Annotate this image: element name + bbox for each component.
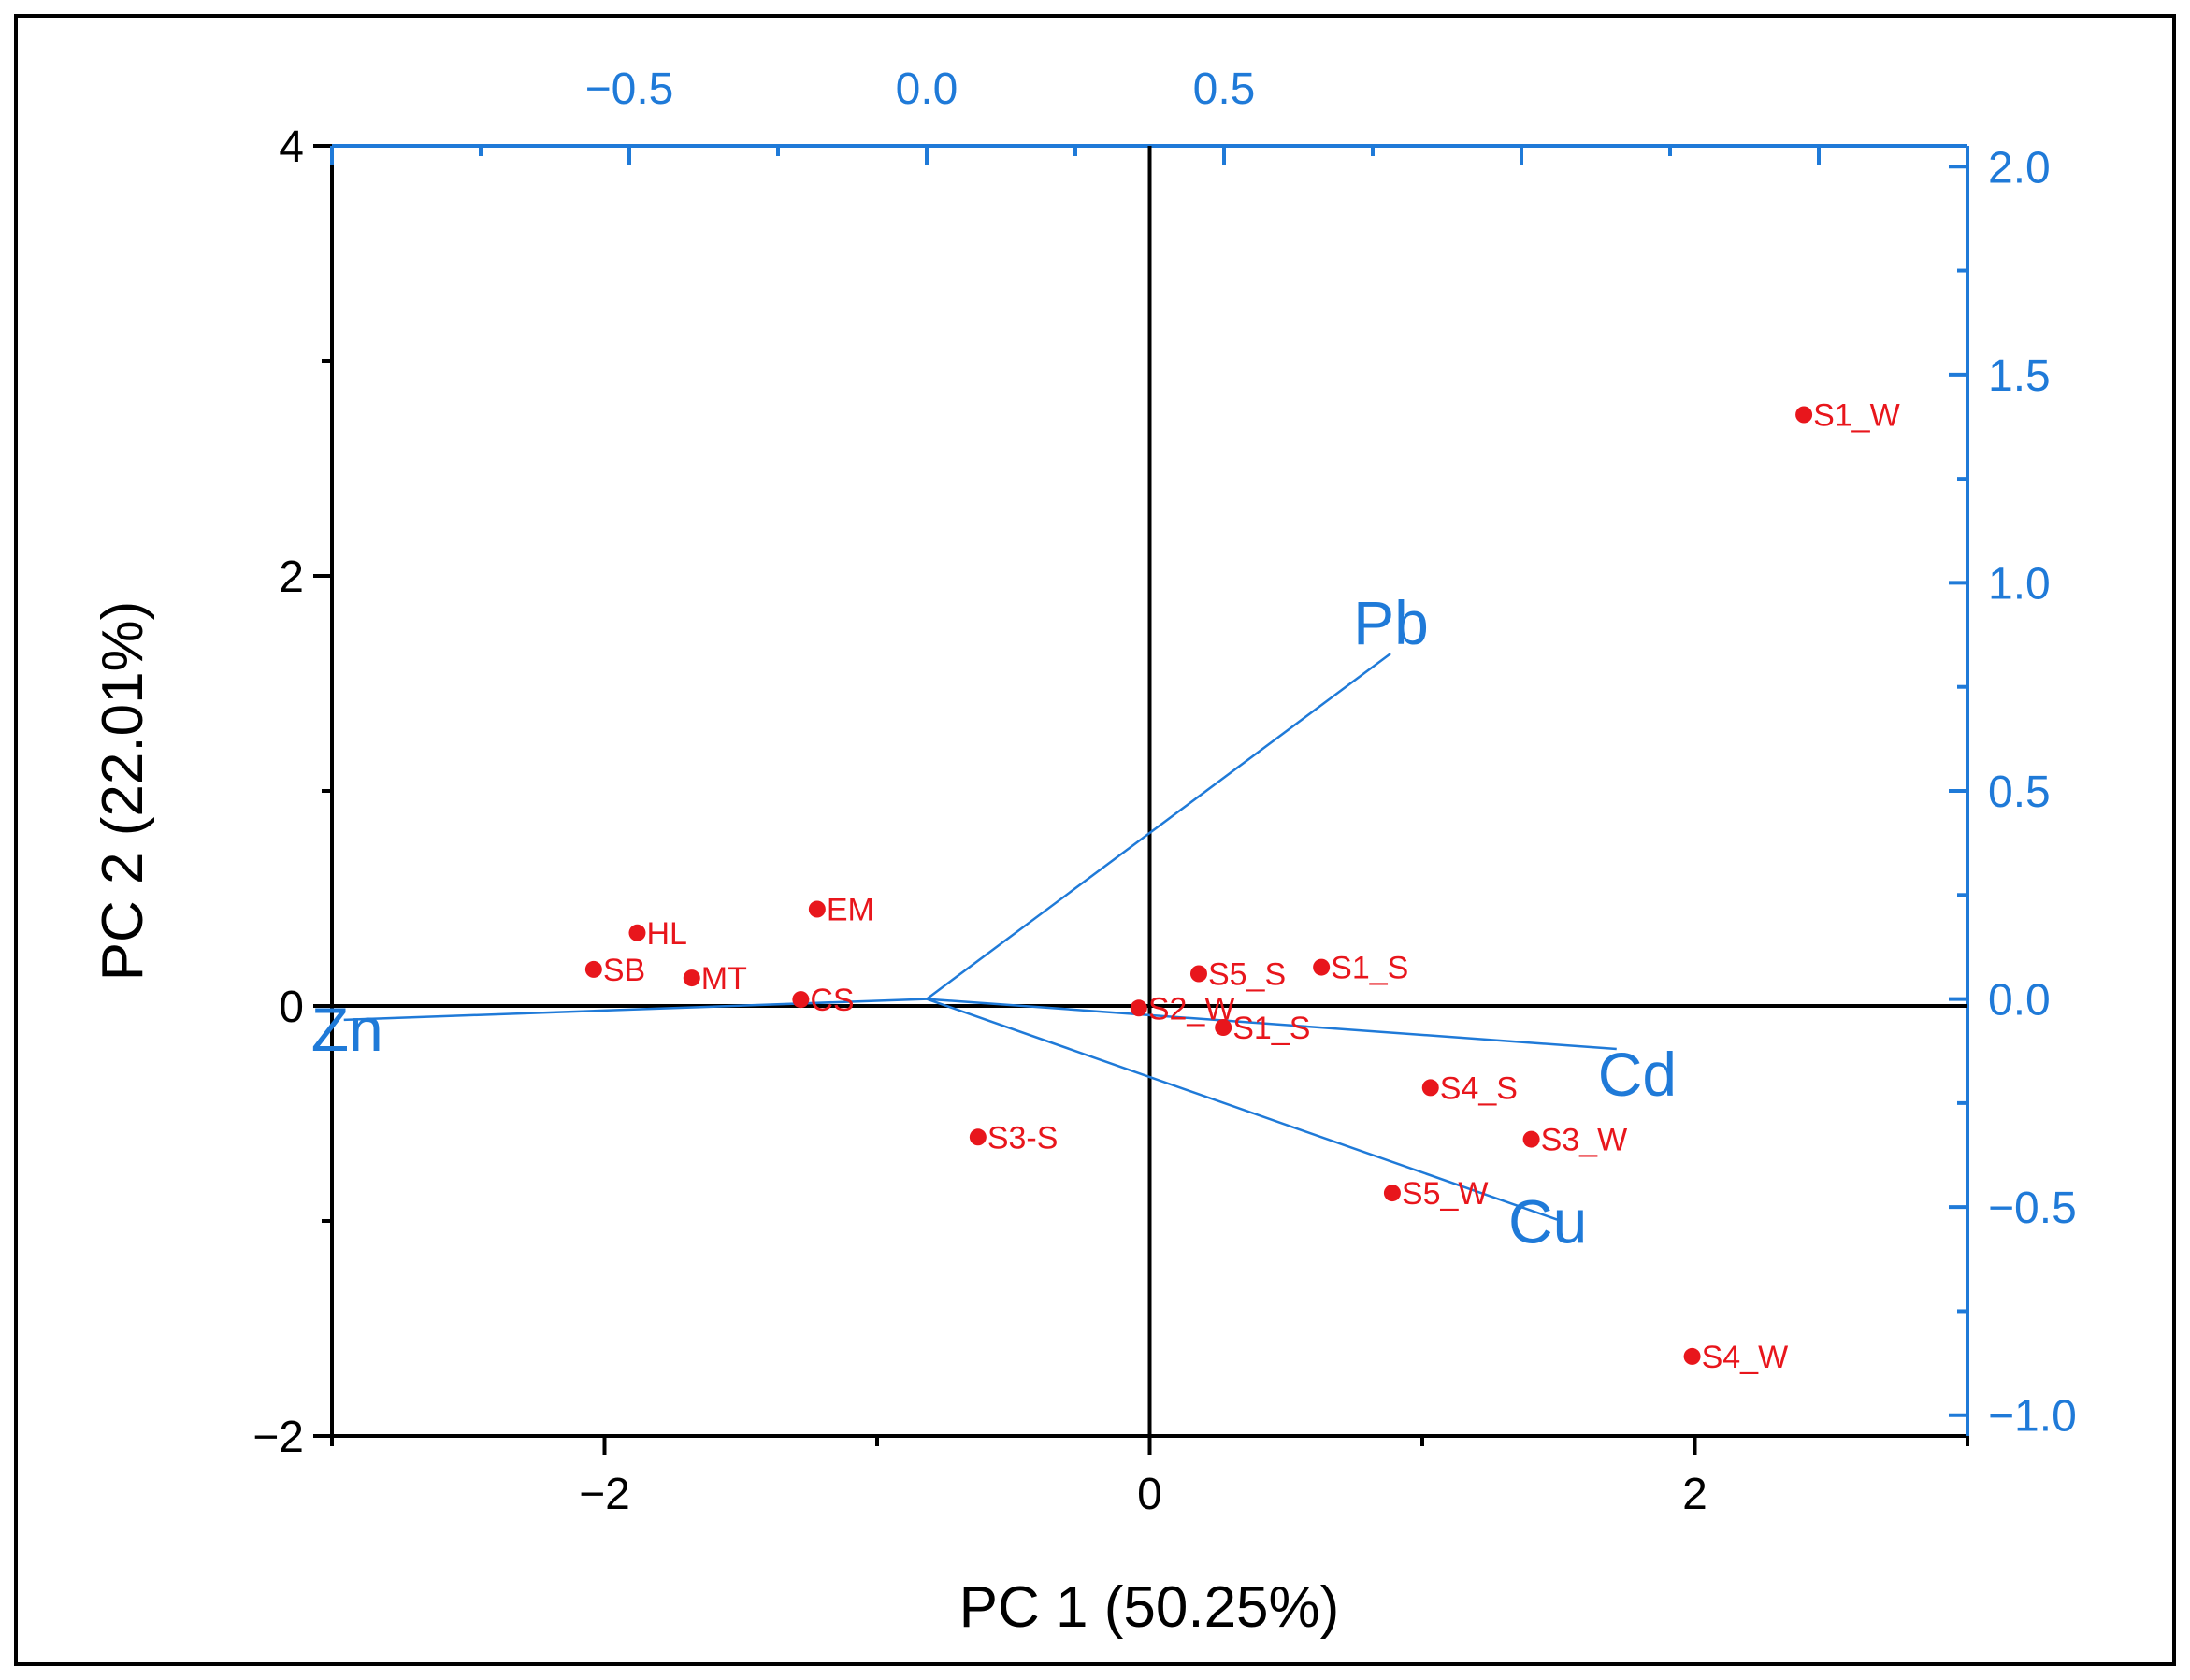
score-point — [1383, 1185, 1401, 1202]
score-label: S1_W — [1813, 398, 1900, 434]
score-label: S4_W — [1702, 1340, 1789, 1375]
score-label: S3_W — [1541, 1123, 1628, 1158]
loading-label-cd: Cd — [1598, 1040, 1677, 1109]
score-point — [792, 991, 810, 1009]
y2-tick-label: 0.0 — [1988, 976, 2051, 1026]
x-tick-label: 0 — [1137, 1470, 1162, 1519]
x-tick-label: 2 — [1682, 1470, 1707, 1519]
score-label: S1_S — [1331, 951, 1408, 986]
x-axis-title: PC 1 (50.25%) — [959, 1575, 1340, 1640]
score-label: S4_S — [1440, 1070, 1518, 1106]
y2-tick-label: −0.5 — [1988, 1184, 2077, 1233]
x-tick-label: −2 — [579, 1470, 630, 1519]
score-point — [808, 900, 826, 918]
loading-vector-cu — [926, 998, 1558, 1221]
loading-label-zn: Zn — [311, 995, 383, 1064]
score-point — [1313, 958, 1331, 976]
loading-vector-zn — [343, 998, 928, 1022]
x2-tick-label: 0.5 — [1193, 65, 1256, 114]
score-point — [683, 969, 700, 987]
score-label: S3-S — [987, 1120, 1059, 1156]
y2-tick-label: 1.0 — [1988, 559, 2051, 609]
y-tick-label: 0 — [279, 983, 304, 1032]
loading-vector-cd — [926, 998, 1617, 1051]
score-label: HL — [646, 916, 686, 952]
score-point — [969, 1128, 987, 1146]
y-tick-label: 4 — [279, 122, 304, 172]
loading-label-pb: Pb — [1353, 588, 1429, 657]
score-label: SB — [603, 953, 645, 988]
y2-tick-label: 2.0 — [1988, 143, 2051, 193]
loading-vector-pb — [926, 653, 1391, 1000]
y2-tick-label: −1.0 — [1988, 1392, 2077, 1442]
figure-border — [14, 14, 2176, 1666]
y-axis-title: PC 2 (22.01%) — [91, 601, 155, 982]
score-point — [1795, 406, 1813, 424]
score-label: S5_S — [1208, 957, 1286, 993]
score-point — [1130, 999, 1147, 1017]
y2-tick-label: 0.5 — [1988, 768, 2051, 817]
y2-tick-label: 1.5 — [1988, 352, 2051, 401]
score-label: MT — [701, 961, 747, 997]
score-label: CS — [810, 983, 854, 1018]
score-point — [1215, 1019, 1232, 1036]
y-tick-label: 2 — [279, 553, 304, 602]
x2-tick-label: −0.5 — [585, 65, 674, 114]
score-label: EM — [827, 893, 874, 928]
score-point — [1189, 965, 1207, 983]
score-point — [584, 960, 602, 978]
score-point — [1683, 1347, 1701, 1365]
score-point — [628, 924, 646, 941]
loading-label-cu: Cu — [1508, 1187, 1587, 1256]
score-point — [1522, 1130, 1540, 1148]
x2-tick-label: 0.0 — [896, 65, 958, 114]
y-tick-label: −2 — [252, 1413, 304, 1462]
axis-ticks: −2 0 2 −2 0 2 4 −0.5 0.0 0.5 −1.0 −0.5 0.0 0.5 1.0 1.5 2… — [252, 65, 2077, 1519]
score-label: S1_S — [1232, 1011, 1310, 1046]
score-point — [1421, 1079, 1439, 1097]
loading-vectors: Pb Cd Cu Zn — [311, 588, 1677, 1256]
score-label: S5_W — [1402, 1176, 1489, 1212]
